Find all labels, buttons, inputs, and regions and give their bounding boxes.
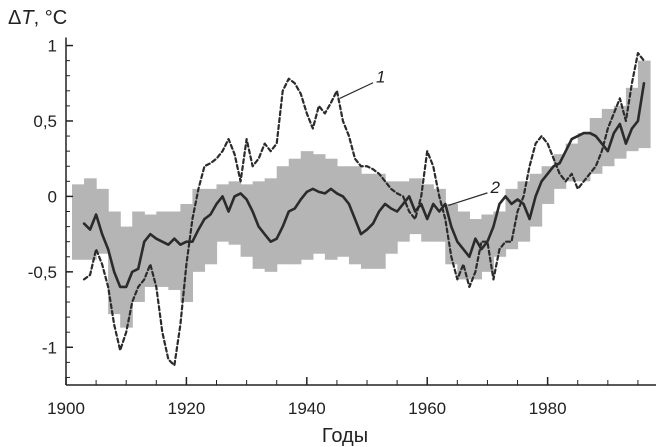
band-segment [84,178,97,260]
x-tick-label: 1960 [408,399,446,418]
y-axis-title-symbol: Δ [8,7,21,29]
series-1-label: 1 [376,68,385,87]
ticks: 1 0,5 0 -0,5 -1 1900 1920 1940 1960 1980 [28,37,639,418]
band-segment [300,151,314,260]
y-tick-label: -0,5 [28,263,57,282]
x-tick-label: 1940 [288,399,326,418]
band-segment [216,184,230,242]
series-2-line [82,81,646,289]
band-segment [517,181,531,242]
band-segment [637,60,651,149]
annotation-leader [339,82,374,99]
band-segment [397,181,410,242]
band-segment [505,188,519,250]
y-tick-label: -1 [42,338,57,357]
band-segment [577,133,591,182]
band-segment [409,178,422,235]
band-segment [180,203,194,303]
band-segment [348,166,362,265]
y-axis-title-unit: , °C [34,7,68,29]
band-segment [168,211,181,290]
band-segment [156,211,169,287]
band-segment [108,211,121,315]
series-2-label: 2 [489,178,500,197]
band-segment [361,173,374,269]
band-segment [373,173,386,269]
band-segment [96,188,109,254]
band-segment [421,184,434,242]
band-segment [72,184,85,260]
band-segment [613,105,627,159]
band-segment [457,211,470,280]
band-segment [565,143,579,182]
band-segment [324,158,338,260]
band-segment [385,181,398,254]
x-tick-label: 1980 [529,399,567,418]
x-tick-label: 1900 [47,399,85,418]
band-segment [132,211,145,303]
band-segment [601,108,615,167]
band-segment [228,181,242,245]
band-segment [433,188,446,242]
band-segment [469,219,483,280]
band-segment [589,117,603,174]
series-lines [82,51,646,367]
band-segment [204,188,218,265]
series-annotations: 12 [339,68,500,207]
band-segment [264,178,278,272]
x-axis-title: Годы [322,425,368,447]
band-segment [288,158,302,265]
band-segment [553,154,567,189]
band-segment [276,166,290,265]
range-band [72,60,651,328]
y-tick-label: 0 [48,187,57,206]
band-segment [240,184,254,257]
band-segment [120,226,133,328]
x-tick-label: 1920 [167,399,205,418]
series-1-line [82,51,646,367]
y-axis-title-variable: T [21,7,35,29]
band-segment [336,166,350,257]
y-tick-label: 1 [48,37,57,56]
y-tick-label: 0,5 [33,112,57,131]
y-axis-title: ΔT, °C [8,7,67,29]
annotation-leader [448,192,488,207]
band-segment [312,154,326,254]
